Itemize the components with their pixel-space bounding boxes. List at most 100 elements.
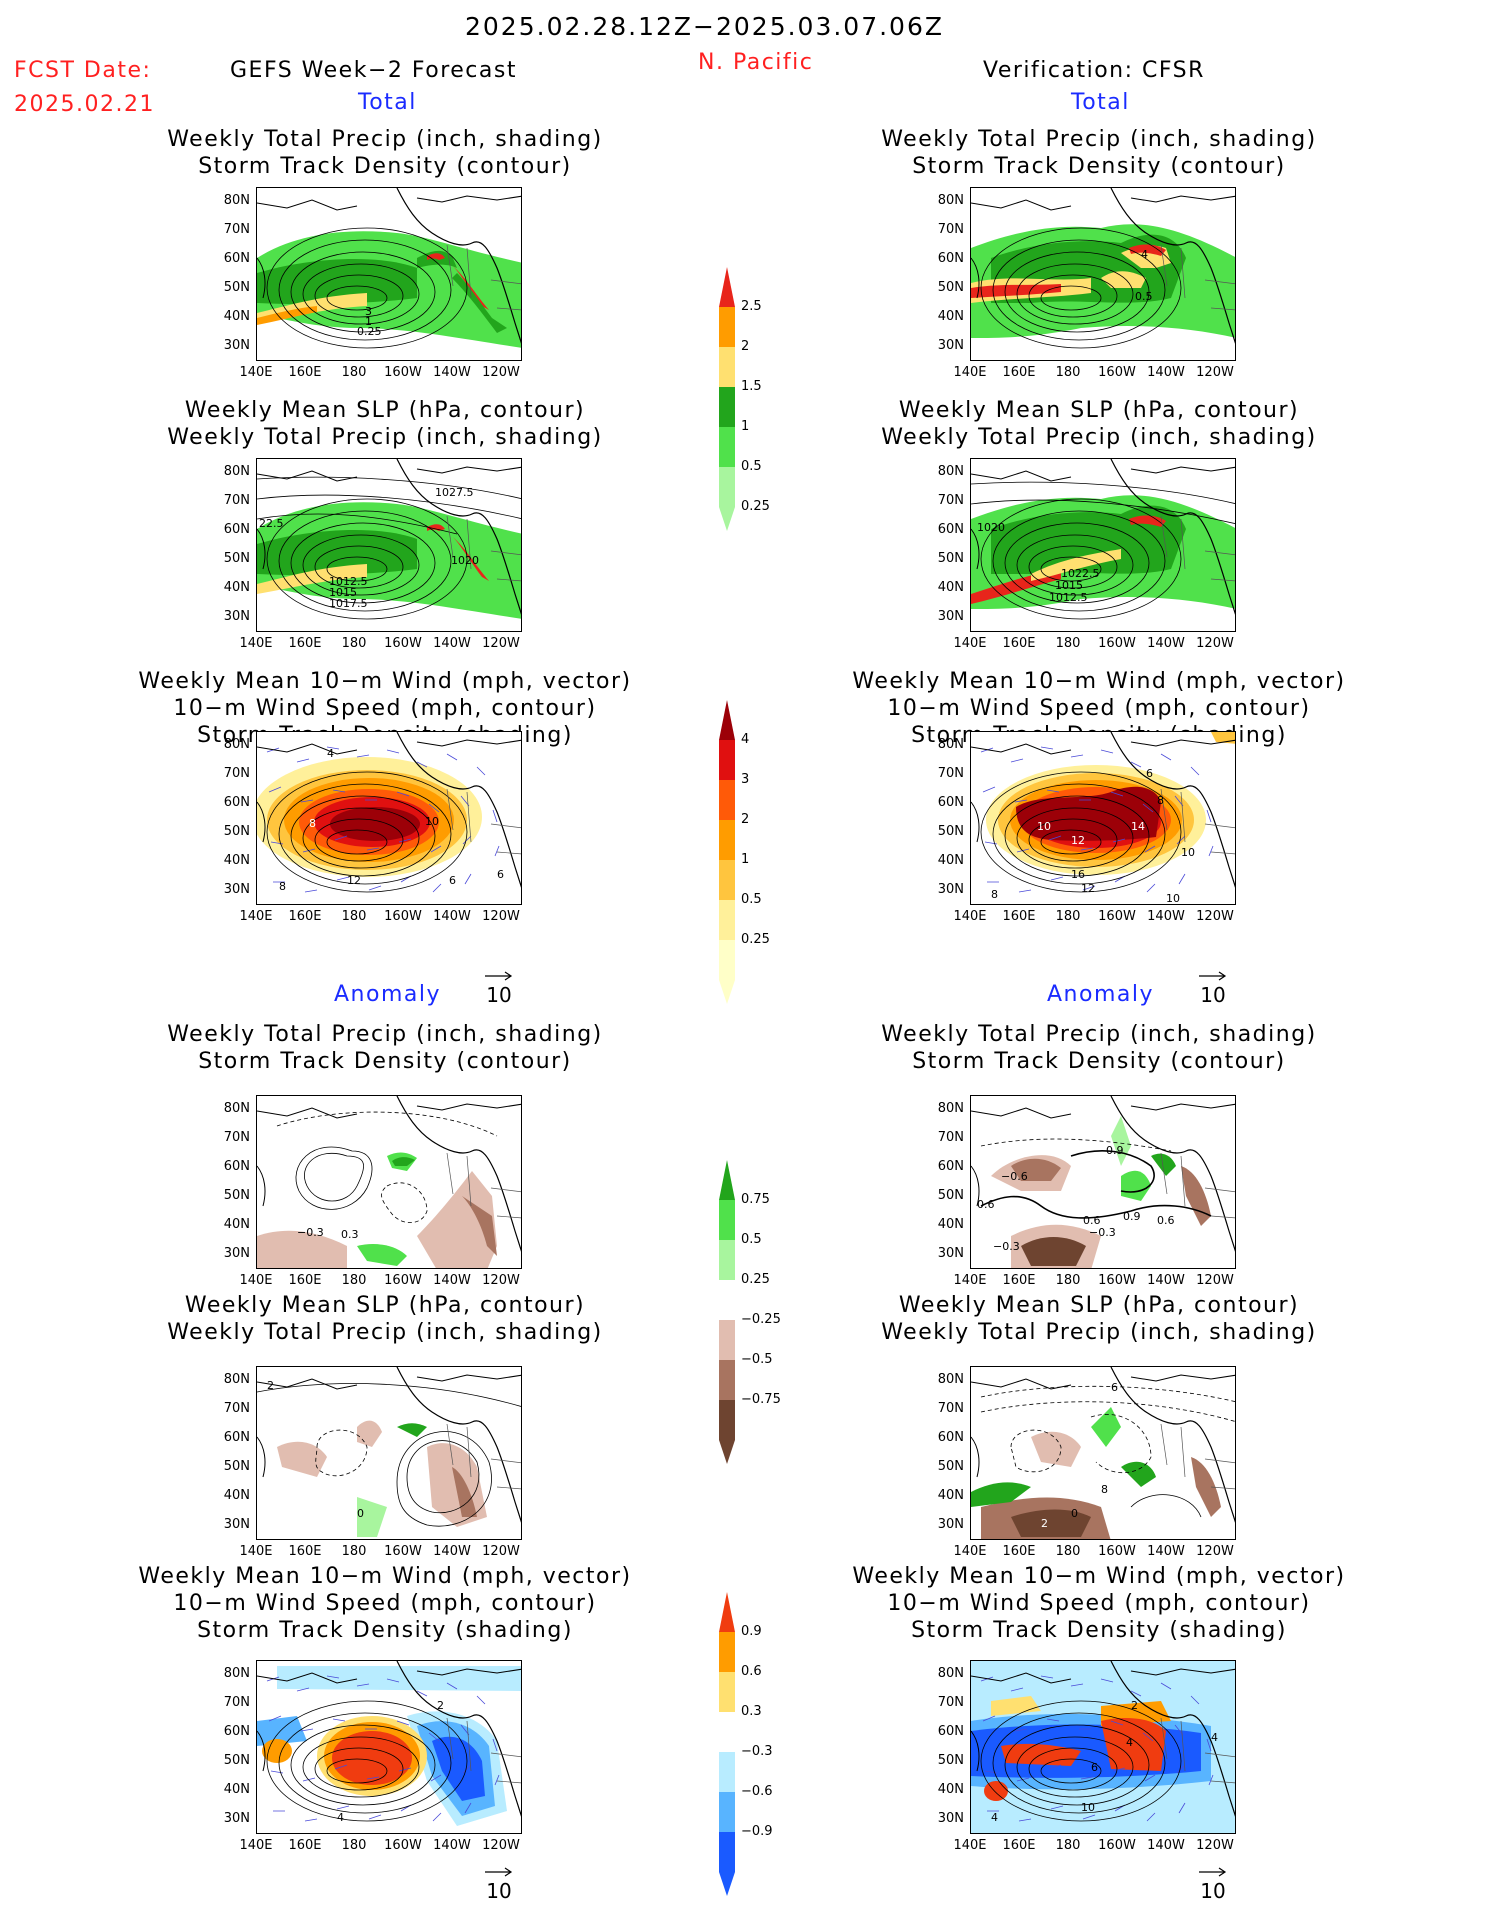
- lat-tick-label: 30N: [937, 1517, 964, 1532]
- title-line: Weekly Total Precip (inch, shading): [881, 127, 1317, 152]
- lat-tick-label: 30N: [223, 882, 250, 897]
- panel-title-l4: Weekly Total Precip (inch, shading) Storm…: [100, 1021, 670, 1075]
- lat-tick-label: 70N: [937, 493, 964, 508]
- lon-tick-label: 140W: [433, 636, 471, 651]
- title-line: Weekly Mean 10−m Wind (mph, vector): [138, 1564, 632, 1589]
- lon-tick-label: 180: [341, 365, 367, 380]
- lat-tick-label: 30N: [937, 1811, 964, 1826]
- lat-tick-label: 60N: [937, 1159, 964, 1174]
- lon-tick-label: 180: [1055, 1273, 1081, 1288]
- lat-tick-label: 60N: [937, 522, 964, 537]
- contour-label: 1012.5: [329, 575, 368, 588]
- title-line: Weekly Mean SLP (hPa, contour): [184, 1293, 586, 1318]
- colorbar-tick-label: 0.25: [741, 932, 770, 947]
- lat-tick-label: 60N: [937, 795, 964, 810]
- colorbar-tick-label: 1: [741, 852, 750, 867]
- lon-tick-label: 180: [341, 1838, 367, 1853]
- lon-tick-label: 160W: [384, 1838, 422, 1853]
- contour-label: 16: [1071, 868, 1085, 881]
- lon-tick-label: 160E: [1002, 365, 1036, 380]
- title-line: Weekly Mean SLP (hPa, contour): [184, 398, 586, 423]
- colorbar-tick-label: 0.25: [741, 499, 770, 514]
- contour-label: 6: [449, 874, 456, 887]
- colorbar-precip-anomaly: 0.75 0.5 0.25 −0.25 −0.5 −0.75: [717, 1160, 781, 1468]
- lon-tick-label: 160W: [1098, 636, 1136, 651]
- date-range: 2025.02.28.12Z−2025.03.07.06Z: [465, 12, 944, 41]
- lon-tick-label: 140E: [953, 1544, 987, 1559]
- vector-reference-label: 10: [486, 1879, 512, 1903]
- lat-tick-label: 80N: [937, 1666, 964, 1681]
- contour-label: 1017.5: [329, 597, 368, 610]
- vector-reference-r2: 10: [1193, 1858, 1233, 1901]
- contour-label: 0: [357, 1507, 364, 1520]
- contour-label: 12: [347, 874, 361, 887]
- lon-tick-label: 180: [1055, 365, 1081, 380]
- colorbar-tick-label: 2.5: [741, 299, 762, 314]
- lon-tick-label: 120W: [482, 1544, 520, 1559]
- title-line: Storm Track Density (shading): [197, 1618, 573, 1643]
- lat-tick-label: 80N: [937, 1372, 964, 1387]
- title-line: Weekly Total Precip (inch, shading): [881, 425, 1317, 450]
- lon-tick-label: 140W: [1147, 1544, 1185, 1559]
- contour-label: 2: [267, 1379, 274, 1392]
- title-line: Weekly Total Precip (inch, shading): [167, 425, 603, 450]
- colorbar-swatch: [719, 1360, 735, 1400]
- lat-tick-label: 70N: [223, 766, 250, 781]
- contour-label: 8: [991, 888, 998, 901]
- colorbar-tick-label: 2: [741, 339, 750, 354]
- lat-tick-label: 40N: [223, 309, 250, 324]
- lon-tick-label: 160E: [1002, 636, 1036, 651]
- lat-tick-label: 70N: [937, 1401, 964, 1416]
- colorbar-tick-label: 1.5: [741, 379, 762, 394]
- colorbar-tick-label: 0.75: [741, 1192, 770, 1207]
- lon-tick-label: 120W: [1196, 365, 1234, 380]
- left-total-label: Total: [358, 90, 417, 115]
- colorbar-tick-label: 4: [741, 732, 750, 747]
- contour-label: 4: [327, 747, 334, 760]
- contour-label: 10: [1166, 892, 1180, 905]
- lon-tick-label: 160E: [288, 1838, 322, 1853]
- lat-tick-label: 80N: [937, 193, 964, 208]
- lon-tick-label: 140W: [1147, 1273, 1185, 1288]
- lat-tick-label: 80N: [223, 1666, 250, 1681]
- contour-label: 0.6: [977, 1198, 995, 1211]
- colorbar-graphic: [719, 1592, 735, 1896]
- lat-tick-label: 50N: [937, 1459, 964, 1474]
- lat-tick-label: 80N: [223, 1372, 250, 1387]
- panel-title-l6: Weekly Mean 10−m Wind (mph, vector) 10−m …: [100, 1563, 670, 1644]
- title-line: 10−m Wind Speed (mph, contour): [173, 1591, 597, 1616]
- contour-label: 0.3: [341, 1228, 359, 1241]
- lat-tick-label: 30N: [223, 338, 250, 353]
- colorbar-swatch: [719, 860, 735, 900]
- map-verification-anomaly-slp-precip: 6 8 2 0: [970, 1366, 1236, 1540]
- lat-tick-label: 60N: [937, 1724, 964, 1739]
- panel-title-r6: Weekly Mean 10−m Wind (mph, vector) 10−m …: [814, 1563, 1384, 1644]
- contour-label: 0.6: [1083, 1214, 1101, 1227]
- map-forecast-anomaly-slp-precip: 2 0: [256, 1366, 522, 1540]
- colorbar-bottom-triangle: [719, 1872, 735, 1896]
- lon-tick-label: 140E: [239, 365, 273, 380]
- title-line: 10−m Wind Speed (mph, contour): [173, 696, 597, 721]
- lat-tick-label: 50N: [937, 1188, 964, 1203]
- contour-label: 1027.5: [435, 486, 474, 499]
- colorbar-swatch: [719, 307, 735, 347]
- lon-tick-label: 140E: [239, 1838, 273, 1853]
- lon-tick-label: 160W: [1098, 1838, 1136, 1853]
- lat-tick-label: 40N: [937, 853, 964, 868]
- title-line: Weekly Mean 10−m Wind (mph, vector): [852, 1564, 1346, 1589]
- lon-tick-label: 160E: [288, 909, 322, 924]
- colorbar-graphic: [719, 267, 735, 531]
- contour-label: 6: [1111, 1381, 1118, 1394]
- lon-tick-label: 120W: [482, 636, 520, 651]
- panel-title-r4: Weekly Total Precip (inch, shading) Storm…: [814, 1021, 1384, 1075]
- lon-tick-label: 160W: [1098, 1273, 1136, 1288]
- lon-tick-label: 120W: [482, 1838, 520, 1853]
- contour-label: 6: [1146, 767, 1153, 780]
- lon-tick-label: 120W: [482, 365, 520, 380]
- contour-label: 10: [425, 815, 439, 828]
- panel-title-l1: Weekly Total Precip (inch, shading) Storm…: [100, 126, 670, 180]
- contour-label: 1022.5: [1061, 567, 1100, 580]
- colorbar-swatch: [719, 1832, 735, 1872]
- lat-tick-label: 30N: [937, 338, 964, 353]
- map-forecast-slp-precip: 1027.5 22.5 1020 1012.5 1015 1017.5: [256, 458, 522, 632]
